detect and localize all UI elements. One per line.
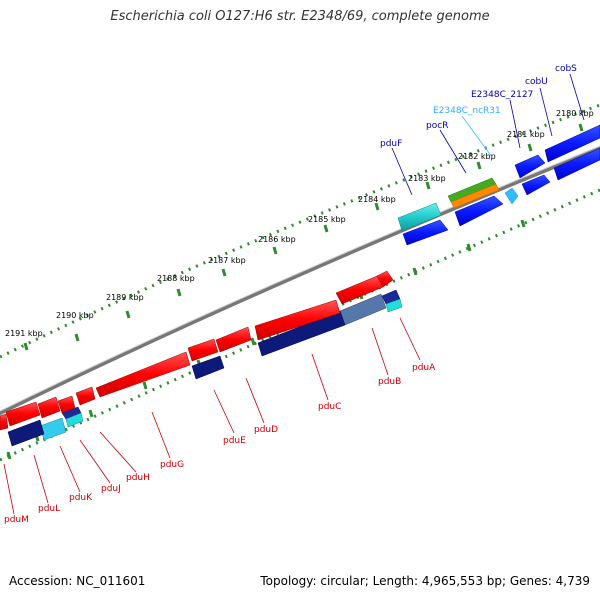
gene-label-E2348C_2127[interactable]: E2348C_2127 bbox=[471, 90, 533, 100]
tick-label: 2188 kbp bbox=[157, 274, 195, 283]
gene-pduJ[interactable] bbox=[57, 395, 84, 428]
tick-label: 2191 kbp bbox=[5, 329, 43, 338]
gene-label-pduB[interactable]: pduB bbox=[378, 377, 401, 387]
tick-label: 2189 kbp bbox=[106, 293, 144, 302]
reverse-leaders bbox=[3, 317, 421, 515]
gene-label-pduL[interactable]: pduL bbox=[38, 504, 60, 514]
genome-summary-text: Topology: circular; Length: 4,965,553 bp… bbox=[260, 574, 590, 588]
gene-pduA[interactable] bbox=[381, 289, 403, 313]
gene-pduM[interactable] bbox=[0, 413, 9, 431]
tick-label: 2190 kbp bbox=[56, 311, 94, 320]
tick-labels: 2180 kbp 2181 kbp 2182 kbp 2183 kbp 2184… bbox=[5, 109, 594, 338]
gene-pduH[interactable] bbox=[75, 386, 96, 406]
gene-pduL[interactable] bbox=[5, 401, 45, 447]
gene-pduC[interactable] bbox=[254, 299, 346, 357]
gene-label-pocR[interactable]: pocR bbox=[426, 121, 448, 131]
gene-label-pduG[interactable]: pduG bbox=[160, 460, 184, 470]
gene-E2348C_2127[interactable] bbox=[521, 174, 551, 196]
gene-label-pduD[interactable]: pduD bbox=[254, 425, 278, 435]
tick-label: 2184 kbp bbox=[358, 195, 396, 204]
gene-label-pduM[interactable]: pduM bbox=[4, 515, 29, 525]
gene-label-pduH[interactable]: pduH bbox=[126, 473, 150, 483]
tick-label: 2182 kbp bbox=[458, 152, 496, 161]
gene-cobS[interactable] bbox=[544, 124, 600, 181]
forward-features bbox=[397, 124, 600, 246]
accession-text: Accession: NC_011601 bbox=[9, 574, 146, 588]
gene-label-pduA[interactable]: pduA bbox=[412, 363, 436, 373]
forward-gene-labels: cobS cobU E2348C_2127 E2348C_ncR31 pocR … bbox=[380, 64, 577, 149]
tick-label: 2183 kbp bbox=[408, 174, 446, 183]
tick-label: 2185 kbp bbox=[308, 215, 346, 224]
gene-pocR[interactable] bbox=[447, 177, 504, 227]
gene-pduF[interactable] bbox=[397, 202, 449, 246]
gene-E2348C_ncR31[interactable] bbox=[504, 187, 519, 205]
gene-pduK[interactable] bbox=[37, 396, 67, 441]
gene-label-pduC[interactable]: pduC bbox=[318, 402, 341, 412]
genome-backbone bbox=[0, 145, 600, 416]
gene-label-pduF[interactable]: pduF bbox=[380, 139, 402, 149]
gene-label-E2348C_ncR31[interactable]: E2348C_ncR31 bbox=[433, 106, 501, 116]
gene-label-cobS[interactable]: cobS bbox=[555, 64, 577, 74]
gene-label-pduE[interactable]: pduE bbox=[223, 436, 246, 446]
gene-label-pduJ[interactable]: pduJ bbox=[101, 484, 121, 494]
gene-pduD[interactable] bbox=[215, 326, 252, 353]
reverse-features bbox=[0, 270, 403, 447]
gene-pduE[interactable] bbox=[187, 338, 225, 380]
gene-label-pduK[interactable]: pduK bbox=[69, 493, 93, 503]
gene-label-cobU[interactable]: cobU bbox=[525, 77, 548, 87]
tick-label: 2181 kbp bbox=[507, 130, 545, 139]
tick-label: 2187 kbp bbox=[208, 256, 246, 265]
gene-pduG[interactable] bbox=[95, 351, 191, 398]
tick-label: 2180 kbp bbox=[556, 109, 594, 118]
gene-cobU[interactable] bbox=[514, 154, 546, 179]
tick-label: 2186 kbp bbox=[258, 235, 296, 244]
gene-pduB[interactable] bbox=[335, 270, 394, 326]
reverse-gene-labels: pduA pduB pduC pduD pduE pduG pduH pduJ … bbox=[4, 363, 436, 525]
major-ticks bbox=[6, 123, 584, 460]
forward-leaders bbox=[391, 73, 585, 196]
map-title: Escherichia coli O127:H6 str. E2348/69, … bbox=[110, 9, 490, 24]
